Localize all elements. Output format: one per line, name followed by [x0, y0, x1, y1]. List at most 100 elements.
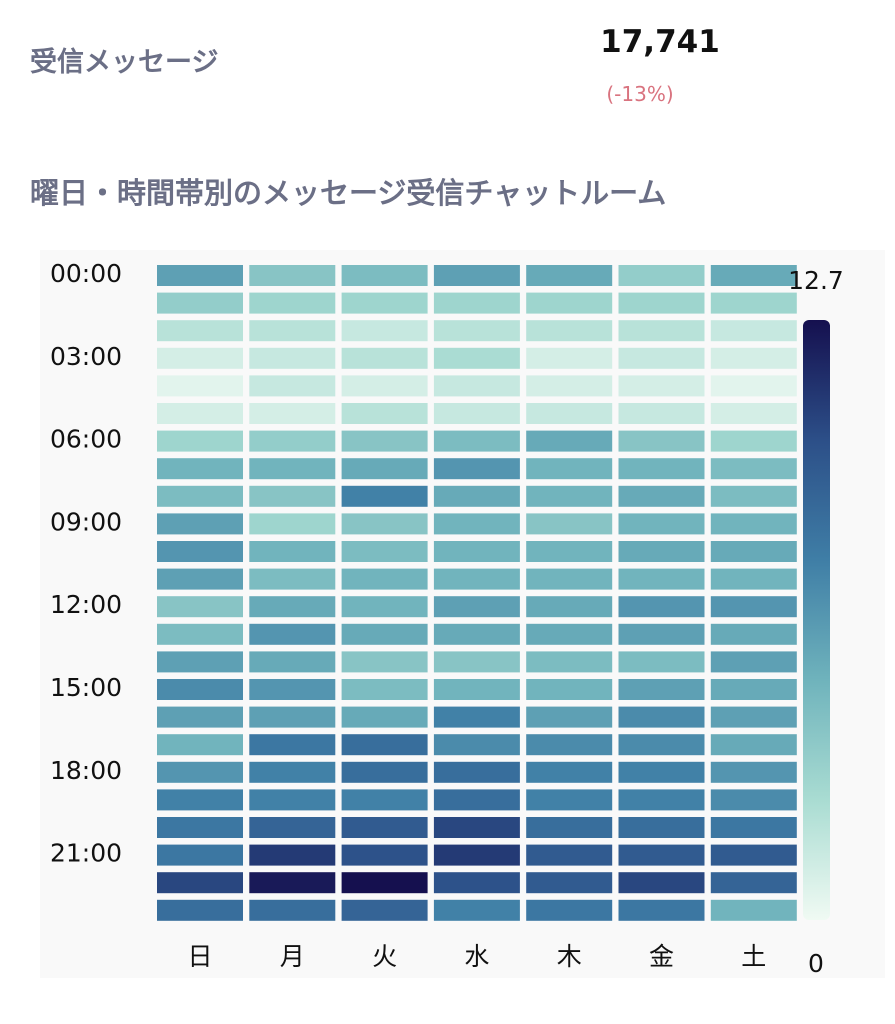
heatmap-cell — [249, 623, 336, 645]
heatmap-cell — [249, 844, 336, 866]
heatmap-cell — [157, 899, 243, 921]
heatmap-cell — [341, 347, 428, 369]
heatmap-cell — [433, 679, 520, 700]
heatmap-cell — [249, 789, 336, 811]
heatmap-cell — [341, 375, 428, 397]
heatmap-cell — [341, 844, 428, 866]
heatmap-cell — [618, 817, 705, 838]
colorbar — [803, 320, 830, 920]
x-tick-label: 土 — [741, 942, 766, 971]
heatmap-cell — [710, 596, 797, 618]
heatmap-cell — [526, 734, 613, 756]
heatmap-cell — [433, 513, 520, 535]
heatmap-cell — [526, 403, 613, 424]
heatmap-cell — [526, 817, 613, 838]
heatmap-cell — [157, 403, 243, 424]
heatmap-cell — [341, 458, 428, 480]
heatmap-cell — [526, 844, 613, 866]
heatmap-cell — [526, 513, 613, 535]
heatmap-cell — [710, 899, 797, 921]
y-tick-label: 15:00 — [50, 673, 122, 702]
heatmap-cell — [433, 872, 520, 894]
heatmap-cell — [526, 872, 613, 894]
heatmap-cell — [249, 734, 336, 756]
heatmap-cell — [618, 430, 705, 452]
heatmap-cell — [710, 734, 797, 756]
heatmap-cell — [710, 761, 797, 783]
heatmap-cell — [341, 320, 428, 342]
x-tick-label: 木 — [557, 942, 582, 971]
heatmap-cell — [433, 706, 520, 728]
colorbar-tick-label: 12.7 — [788, 266, 844, 295]
heatmap-cell — [341, 761, 428, 783]
heatmap-cell — [249, 817, 336, 838]
heatmap-cell — [433, 568, 520, 590]
heatmap-cell — [249, 899, 336, 921]
heatmap-cell — [526, 292, 613, 314]
heatmap-cell — [710, 458, 797, 480]
heatmap-cell — [710, 485, 797, 507]
heatmap-cell — [433, 734, 520, 756]
heatmap-cell — [710, 375, 797, 397]
y-tick-label: 00:00 — [50, 259, 122, 288]
heatmap-cell — [157, 320, 243, 342]
heatmap-cell — [157, 817, 243, 838]
heatmap-cell — [249, 458, 336, 480]
heatmap-cell — [710, 403, 797, 424]
heatmap-cell — [341, 899, 428, 921]
heatmap-cell — [433, 485, 520, 507]
y-tick-label: 12:00 — [50, 590, 122, 619]
heatmap-cell — [433, 403, 520, 424]
x-tick-label: 月 — [280, 942, 305, 971]
y-tick-label: 09:00 — [50, 507, 122, 536]
heatmap-cell — [249, 485, 336, 507]
heatmap-cell — [618, 568, 705, 590]
heatmap-cell — [341, 734, 428, 756]
heatmap-cell — [433, 347, 520, 369]
heatmap-cell — [157, 789, 243, 811]
y-tick-label: 06:00 — [50, 425, 122, 454]
heatmap-cell — [249, 347, 336, 369]
heatmap-cell — [433, 596, 520, 618]
heatmap-cell — [433, 375, 520, 397]
heatmap-cell — [526, 761, 613, 783]
heatmap-cell — [249, 430, 336, 452]
heatmap-cell — [710, 679, 797, 700]
heatmap-cell — [526, 458, 613, 480]
heatmap-cell — [341, 430, 428, 452]
heatmap-cell — [249, 596, 336, 618]
heatmap-cell — [618, 651, 705, 673]
heatmap-cell — [157, 679, 243, 700]
heatmap-cell — [341, 872, 428, 894]
heatmap-cell — [618, 485, 705, 507]
heatmap-cell — [618, 872, 705, 894]
heatmap-cell — [249, 403, 336, 424]
heatmap-cell — [249, 292, 336, 314]
heatmap-cell — [526, 679, 613, 700]
heatmap-cell — [341, 265, 428, 286]
heatmap-cell — [341, 292, 428, 314]
heatmap-cell — [433, 761, 520, 783]
heatmap-cell — [710, 347, 797, 369]
heatmap-cell — [710, 513, 797, 535]
heatmap-cell — [710, 623, 797, 645]
heatmap-cell — [526, 541, 613, 562]
heatmap-cell — [341, 651, 428, 673]
heatmap-cell — [526, 706, 613, 728]
heatmap-cell — [710, 706, 797, 728]
heatmap-cell — [157, 706, 243, 728]
heatmap-cell — [433, 651, 520, 673]
heatmap-cell — [249, 568, 336, 590]
x-tick-label: 火 — [372, 942, 397, 971]
heatmap-cell — [710, 651, 797, 673]
heatmap-cell — [710, 320, 797, 342]
heatmap-cell — [157, 541, 243, 562]
heatmap-cell — [618, 679, 705, 700]
x-tick-label: 日 — [187, 942, 212, 971]
heatmap-cell — [157, 568, 243, 590]
heatmap-cell — [341, 513, 428, 535]
heatmap-cell — [526, 623, 613, 645]
y-tick-label: 18:00 — [50, 756, 122, 785]
